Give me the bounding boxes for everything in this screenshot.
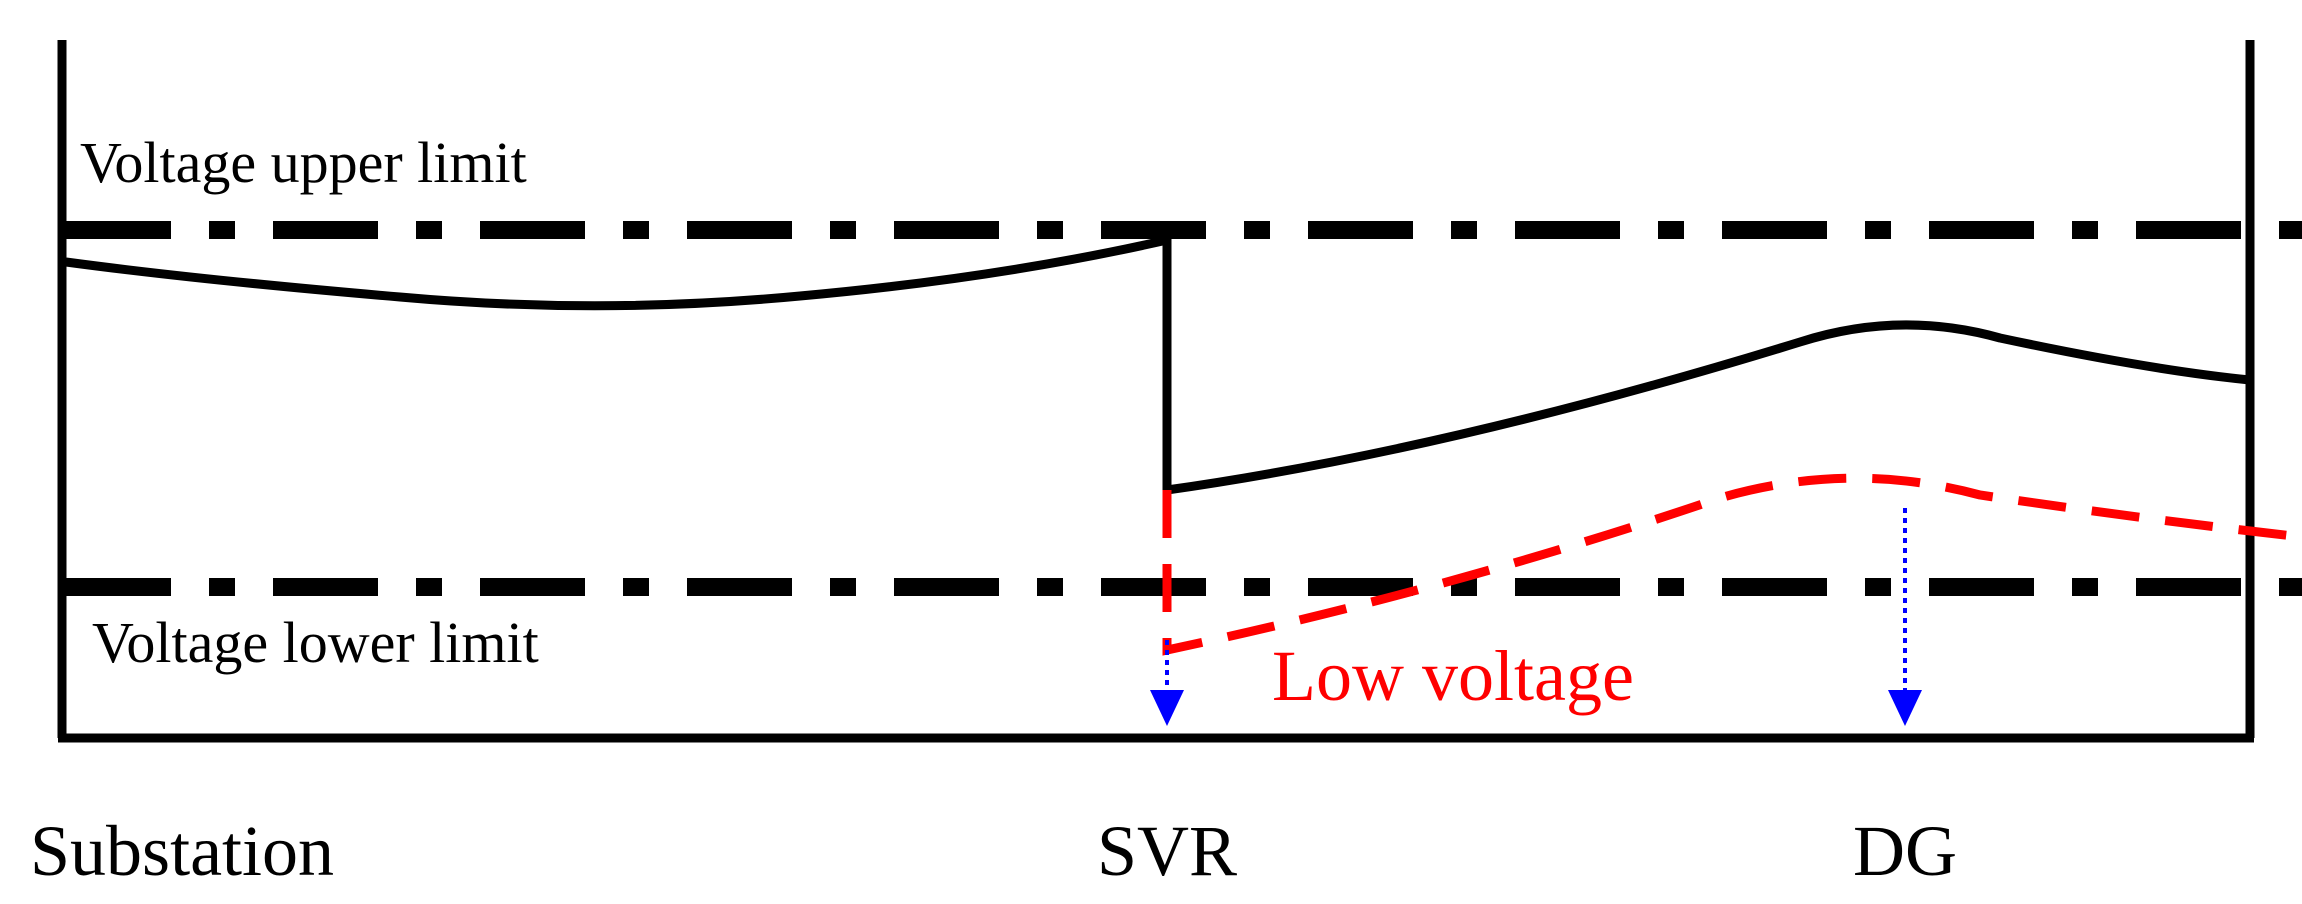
low-voltage-label: Low voltage [1272,636,1634,716]
dg-arrow [1888,508,1922,726]
svr-label: SVR [1097,811,1237,891]
voltage-profile-low [1162,473,2302,656]
upper-limit-label: Voltage upper limit [80,130,527,195]
voltage-profile-normal [65,234,2251,496]
frame [57,40,2255,743]
substation-label: Substation [30,811,334,891]
dg-arrow-head [1888,690,1922,726]
lower-limit-label: Voltage lower limit [92,610,539,675]
dg-label: DG [1853,811,1957,891]
svr-arrow [1150,640,1184,726]
svr-arrow-head [1150,690,1184,726]
